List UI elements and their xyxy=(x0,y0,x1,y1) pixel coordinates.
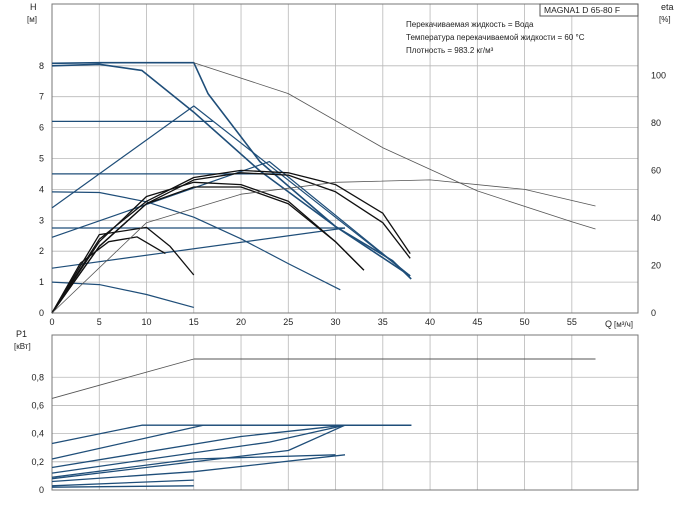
y-tick-label: 3 xyxy=(39,215,44,225)
power-y-ticks: 0 0,2 0,4 0,6 0,8 xyxy=(31,372,44,495)
power-curve-twin-max-speed xyxy=(51,358,194,399)
head-curves xyxy=(51,61,596,308)
power-curve-curve xyxy=(51,454,336,478)
info-line-density: Плотность = 983.2 кг/м³ xyxy=(406,46,494,55)
efficiency-curves xyxy=(51,169,596,314)
y-tick-label: 6 xyxy=(39,123,44,133)
efficiency-curve xyxy=(51,186,365,314)
power-curve-curve xyxy=(51,424,412,480)
power-y-axis-label: P1 xyxy=(16,329,27,339)
head-curve-twin-max-speed xyxy=(193,62,596,230)
efficiency-y-ticks: 0 20 40 60 80 100 xyxy=(651,70,666,318)
model-title: MAGNA1 D 65-80 F xyxy=(544,5,620,15)
power-curve-curve xyxy=(51,485,194,488)
power-plot-frame xyxy=(51,334,639,491)
power-y-tick-label: 0,2 xyxy=(31,457,44,467)
x-tick-label: 15 xyxy=(189,317,199,327)
power-grid xyxy=(52,335,638,490)
power-y-tick-label: 0,4 xyxy=(31,429,44,439)
y-tick-label: 1 xyxy=(39,277,44,287)
y-tick-label: 2 xyxy=(39,246,44,256)
info-line-fluid: Перекачиваемая жидкость = Вода xyxy=(406,20,534,29)
y2-tick-label: 40 xyxy=(651,213,661,223)
power-panel: 0 0,2 0,4 0,6 0,8 P1 [кВт] xyxy=(14,329,639,495)
x-axis-unit: [м³/ч] xyxy=(614,320,633,329)
power-curve-curve xyxy=(51,454,346,483)
head-plot-frame xyxy=(51,3,639,314)
y-axis-label: H xyxy=(30,2,37,12)
y2-axis-unit: [%] xyxy=(659,15,671,24)
x-tick-label: 45 xyxy=(472,317,482,327)
head-y-ticks: 0 1 2 3 4 5 6 7 8 xyxy=(39,61,44,318)
y-tick-label: 8 xyxy=(39,61,44,71)
efficiency-curve xyxy=(51,169,411,314)
y2-tick-label: 100 xyxy=(651,70,666,80)
efficiency-curve xyxy=(51,179,596,314)
y2-tick-label: 20 xyxy=(651,260,661,270)
x-tick-label: 30 xyxy=(331,317,341,327)
x-tick-label: 55 xyxy=(567,317,577,327)
power-y-tick-label: 0,8 xyxy=(31,372,44,382)
head-curve-max-speed xyxy=(51,61,411,277)
y-tick-label: 5 xyxy=(39,154,44,164)
efficiency-curve xyxy=(51,236,166,314)
y-tick-label: 7 xyxy=(39,92,44,102)
model-title-box xyxy=(539,3,639,17)
power-curve-max-speed xyxy=(51,424,412,445)
y2-tick-label: 60 xyxy=(651,165,661,175)
x-axis-label: Q xyxy=(605,319,612,329)
power-y-tick-label: 0 xyxy=(39,485,44,495)
head-grid xyxy=(52,4,638,313)
y2-axis-label: eta xyxy=(661,2,674,12)
y-axis-unit: [м] xyxy=(27,15,37,24)
info-line-temperature: Температура перекачиваемой жидкости = 60… xyxy=(406,33,585,42)
x-tick-label: 25 xyxy=(283,317,293,327)
power-y-tick-label: 0,6 xyxy=(31,400,44,410)
y-tick-label: 0 xyxy=(39,308,44,318)
y-tick-label: 4 xyxy=(39,184,44,194)
x-tick-label: 50 xyxy=(520,317,530,327)
power-curve-curve xyxy=(51,424,412,460)
head-curve-constant-curve xyxy=(51,281,194,308)
x-tick-label: 5 xyxy=(97,317,102,327)
x-tick-label: 10 xyxy=(142,317,152,327)
head-curve-proportional-pressure xyxy=(51,227,346,269)
power-y-axis-unit: [кВт] xyxy=(14,342,31,351)
head-x-ticks: 0 5 10 15 20 25 30 35 40 45 50 55 xyxy=(49,317,576,327)
x-tick-label: 35 xyxy=(378,317,388,327)
efficiency-curve xyxy=(51,226,195,314)
head-curve-proportional-pressure xyxy=(51,105,411,277)
y2-tick-label: 0 xyxy=(651,308,656,318)
x-tick-label: 40 xyxy=(425,317,435,327)
head-curve-proportional-pressure xyxy=(51,161,411,277)
x-tick-label: 20 xyxy=(236,317,246,327)
power-curve-curve xyxy=(51,479,194,487)
x-tick-label: 0 xyxy=(49,317,54,327)
power-curves xyxy=(51,358,596,488)
head-curve-constant-curve xyxy=(51,191,341,291)
y2-tick-label: 80 xyxy=(651,118,661,128)
